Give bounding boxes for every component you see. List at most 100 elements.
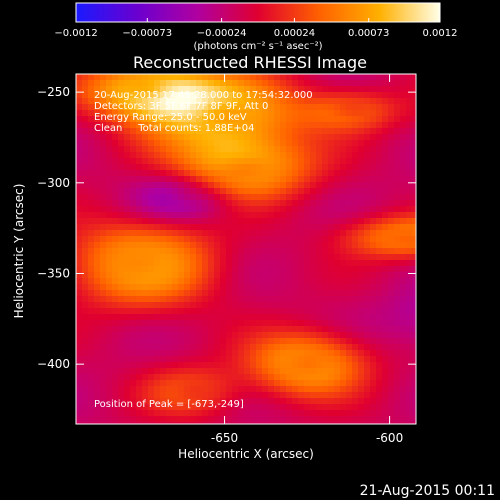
heatmap-cell xyxy=(184,254,191,261)
heatmap-cell xyxy=(178,224,185,231)
colorbar-ticks xyxy=(75,18,441,22)
heatmap-cell xyxy=(196,356,203,363)
heatmap-cell xyxy=(184,410,191,417)
heatmap-cell xyxy=(322,230,329,237)
heatmap-cell xyxy=(316,92,323,99)
heatmap-cell xyxy=(280,110,287,117)
heatmap-cell xyxy=(256,146,263,153)
heatmap-cell xyxy=(340,194,347,201)
heatmap-cell xyxy=(244,98,251,105)
heatmap-cell xyxy=(106,398,113,405)
heatmap-cell xyxy=(328,254,335,261)
heatmap-cell xyxy=(82,368,89,375)
heatmap-cell xyxy=(100,104,107,111)
heatmap-cell xyxy=(136,392,143,399)
heatmap-cell xyxy=(274,98,281,105)
heatmap-cell xyxy=(232,374,239,381)
heatmap-cell xyxy=(322,254,329,261)
heatmap-cell xyxy=(130,110,137,117)
heatmap-cell xyxy=(202,314,209,321)
heatmap-cell xyxy=(232,242,239,249)
heatmap-cell xyxy=(202,98,209,105)
heatmap-cell xyxy=(154,110,161,117)
heatmap-cell xyxy=(184,158,191,165)
heatmap-cell xyxy=(130,188,137,195)
heatmap-cell xyxy=(196,404,203,411)
heatmap-cell xyxy=(268,92,275,99)
heatmap-cell xyxy=(106,194,113,201)
heatmap-cell xyxy=(238,140,245,147)
heatmap-cell xyxy=(124,290,131,297)
heatmap-cell xyxy=(268,362,275,369)
heatmap-cell xyxy=(364,122,371,129)
heatmap-cell xyxy=(88,134,95,141)
heatmap-cell xyxy=(352,374,359,381)
heatmap-cell xyxy=(226,128,233,135)
heatmap-cell xyxy=(202,368,209,375)
heatmap-cell xyxy=(292,206,299,213)
heatmap-cell xyxy=(82,350,89,357)
heatmap-cell xyxy=(82,380,89,387)
heatmap-cell xyxy=(352,122,359,129)
heatmap-cell xyxy=(412,242,416,249)
heatmap-cell xyxy=(190,260,197,267)
heatmap-cell xyxy=(220,230,227,237)
heatmap-cell xyxy=(148,266,155,273)
heatmap-cell xyxy=(388,326,395,333)
heatmap-cell xyxy=(274,152,281,159)
heatmap-cell xyxy=(262,104,269,111)
heatmap-cell xyxy=(226,182,233,189)
heatmap-cell xyxy=(178,80,185,87)
heatmap-cell xyxy=(400,332,407,339)
heatmap-cell xyxy=(178,290,185,297)
heatmap-cell xyxy=(136,212,143,219)
heatmap-cell xyxy=(208,206,215,213)
heatmap-cell xyxy=(262,410,269,417)
heatmap-cell xyxy=(232,368,239,375)
heatmap-cell xyxy=(364,116,371,123)
heatmap-cell xyxy=(268,158,275,165)
heatmap-cell xyxy=(274,344,281,351)
heatmap-cell xyxy=(340,362,347,369)
heatmap-cell xyxy=(142,356,149,363)
heatmap-cell xyxy=(334,212,341,219)
heatmap-cell xyxy=(106,308,113,315)
heatmap-cell xyxy=(202,332,209,339)
heatmap-cell xyxy=(376,248,383,255)
heatmap-cell xyxy=(364,386,371,393)
heatmap-cell xyxy=(88,92,95,99)
heatmap-cell xyxy=(310,284,317,291)
heatmap-cell xyxy=(88,188,95,195)
heatmap-cell xyxy=(220,206,227,213)
heatmap-cell xyxy=(94,398,101,405)
heatmap-cell xyxy=(364,110,371,117)
heatmap-cell xyxy=(142,176,149,183)
heatmap-cell xyxy=(340,92,347,99)
heatmap-cell xyxy=(406,320,413,327)
heatmap-cell xyxy=(196,362,203,369)
heatmap-cell xyxy=(370,356,377,363)
heatmap-cell xyxy=(88,230,95,237)
heatmap-cell xyxy=(178,212,185,219)
heatmap-cell xyxy=(292,398,299,405)
heatmap-cell xyxy=(346,278,353,285)
heatmap-cell xyxy=(292,98,299,105)
heatmap-cell xyxy=(142,416,149,423)
heatmap-cell xyxy=(214,278,221,285)
heatmap-cell xyxy=(394,170,401,177)
heatmap-cell xyxy=(214,224,221,231)
heatmap-cell xyxy=(388,74,395,81)
heatmap-cell xyxy=(118,272,125,279)
heatmap-cell xyxy=(130,122,137,129)
heatmap-cell xyxy=(226,344,233,351)
heatmap-cell xyxy=(412,146,416,153)
heatmap-cell xyxy=(388,398,395,405)
heatmap-cell xyxy=(214,242,221,249)
heatmap-cell xyxy=(406,200,413,207)
heatmap-cell xyxy=(154,350,161,357)
heatmap-cell xyxy=(76,104,83,111)
heatmap-cell xyxy=(202,398,209,405)
heatmap-cell xyxy=(292,302,299,309)
heatmap-cell xyxy=(190,266,197,273)
heatmap-cell xyxy=(256,134,263,141)
